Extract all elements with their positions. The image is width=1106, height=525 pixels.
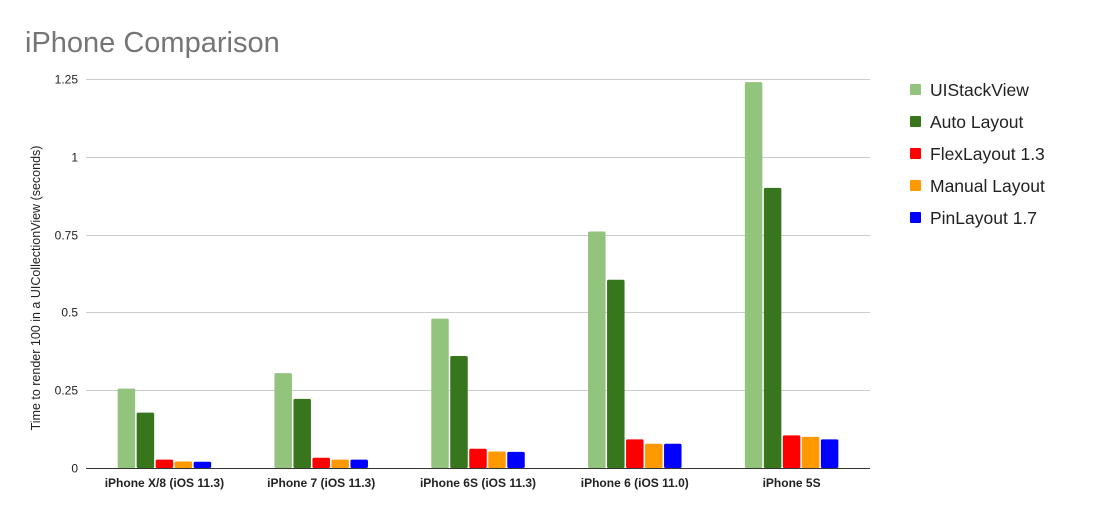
x-tick-label: iPhone 6S (iOS 11.3): [420, 476, 536, 490]
bar-flexlayout-1-3-1: [312, 457, 330, 468]
y-tick-label: 1.25: [55, 73, 79, 87]
x-tick-label: iPhone 7 (iOS 11.3): [267, 476, 375, 490]
y-tick-layer: 0 0.25 0.5 0.75 1 1.25: [55, 73, 79, 476]
bar-auto-layout-4: [763, 187, 782, 469]
y-tick-label: 0.25: [55, 384, 79, 398]
y-tick-label: 0: [71, 462, 78, 476]
bar-auto-layout-0: [136, 412, 155, 468]
bar-manual-layout-1: [331, 459, 349, 468]
bar-layer: [117, 82, 839, 469]
y-tick-label: 1: [71, 151, 78, 165]
bar-flexlayout-1-3-4: [782, 435, 801, 468]
legend-label: UIStackView: [930, 80, 1029, 100]
bar-pinlayout-1-7-1: [350, 459, 368, 468]
bar-manual-layout-0: [174, 461, 193, 468]
legend-swatch: [910, 84, 921, 95]
bar-flexlayout-1-3-2: [469, 448, 487, 468]
bar-auto-layout-3: [607, 279, 625, 468]
y-axis-label: Time to render 100 in a UICollectionView…: [29, 146, 43, 431]
bar-manual-layout-2: [488, 451, 506, 468]
y-tick-label: 0.75: [55, 229, 79, 243]
bar-uistackview-1: [274, 373, 292, 468]
bar-flexlayout-1-3-3: [626, 439, 644, 468]
bar-pinlayout-1-7-2: [507, 451, 525, 468]
legend-label: PinLayout 1.7: [930, 208, 1037, 228]
chart-title: iPhone Comparison: [25, 27, 280, 59]
bar-uistackview-3: [588, 231, 606, 468]
bar-auto-layout-1: [293, 398, 311, 468]
legend-swatch: [910, 212, 921, 223]
legend-label: Manual Layout: [930, 176, 1045, 196]
legend-swatch: [910, 116, 921, 127]
bar-manual-layout-3: [645, 443, 663, 468]
legend-swatch: [910, 180, 921, 191]
bar-pinlayout-1-7-3: [664, 443, 682, 468]
legend-label: FlexLayout 1.3: [930, 144, 1045, 164]
y-tick-label: 0.5: [61, 306, 78, 320]
legend: UIStackView Auto Layout FlexLayout 1.3 Manu…: [910, 80, 1045, 228]
bar-pinlayout-1-7-4: [820, 439, 839, 468]
x-tick-layer: iPhone X/8 (iOS 11.3) iPhone 7 (iOS 11.3)…: [105, 476, 821, 490]
bar-manual-layout-4: [801, 436, 820, 468]
bar-uistackview-4: [744, 82, 763, 469]
x-tick-label: iPhone 6 (iOS 11.0): [581, 476, 689, 490]
bar-uistackview-2: [431, 318, 449, 468]
bar-pinlayout-1-7-0: [193, 461, 212, 468]
x-tick-label: iPhone 5S: [763, 476, 821, 490]
x-tick-label: iPhone X/8 (iOS 11.3): [105, 476, 224, 490]
bar-auto-layout-2: [450, 355, 468, 468]
bar-flexlayout-1-3-0: [155, 459, 174, 468]
legend-swatch: [910, 148, 921, 159]
legend-label: Auto Layout: [930, 112, 1024, 132]
bar-uistackview-0: [117, 388, 136, 468]
grid-layer: [86, 79, 870, 469]
